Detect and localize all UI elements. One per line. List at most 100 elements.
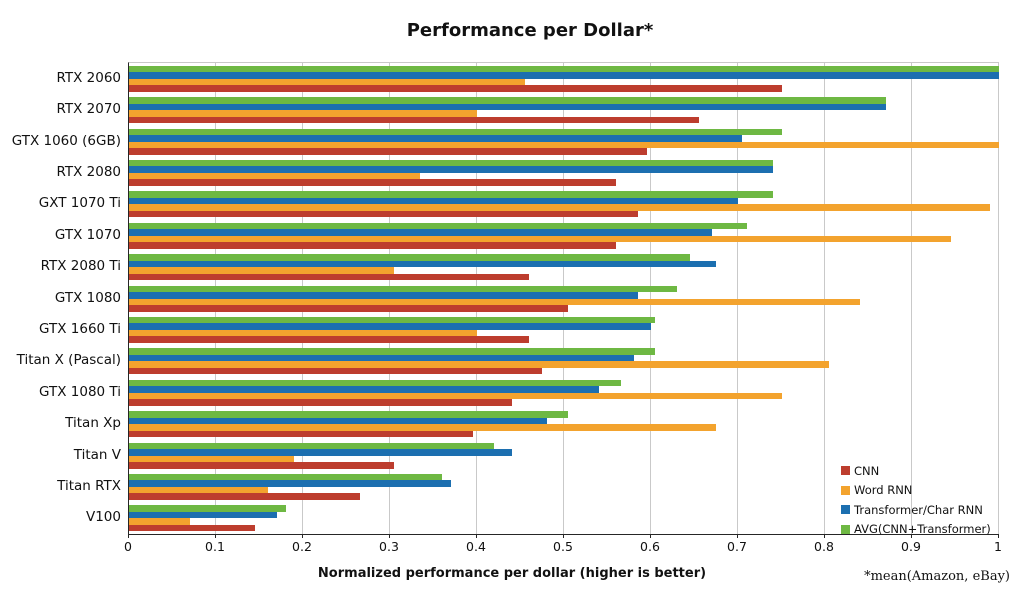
bar bbox=[129, 197, 738, 205]
bar bbox=[129, 480, 451, 487]
bar bbox=[129, 97, 886, 104]
x-tick-label: 0.6 bbox=[640, 539, 660, 554]
bar bbox=[129, 148, 647, 155]
x-tick-label: 0.8 bbox=[814, 539, 834, 554]
y-axis-label: Titan V bbox=[73, 446, 121, 463]
bar bbox=[129, 103, 886, 111]
bar bbox=[129, 486, 269, 494]
bar bbox=[129, 267, 395, 274]
y-axis-label: Titan RTX bbox=[57, 477, 121, 494]
bar bbox=[129, 473, 443, 481]
bar bbox=[129, 348, 656, 355]
y-axis-label: GTX 1080 Ti bbox=[39, 383, 121, 400]
bar bbox=[129, 329, 477, 337]
x-tick-label: 0.7 bbox=[727, 539, 747, 554]
bar bbox=[129, 242, 617, 249]
x-tick-mark bbox=[650, 534, 651, 538]
legend-swatch bbox=[841, 524, 850, 534]
bar bbox=[129, 493, 360, 500]
bar bbox=[129, 399, 512, 406]
bar bbox=[129, 78, 525, 86]
bar bbox=[129, 116, 699, 124]
bar bbox=[129, 316, 656, 324]
y-axis-label: Titan Xp bbox=[65, 415, 121, 432]
x-tick-mark bbox=[476, 534, 477, 538]
x-tick-mark bbox=[824, 534, 825, 538]
bar bbox=[129, 210, 638, 218]
legend-swatch bbox=[841, 485, 850, 495]
grid-line bbox=[998, 63, 999, 534]
bar bbox=[129, 524, 256, 532]
y-axis-label: RTX 2060 bbox=[56, 69, 121, 86]
y-axis-label: RTX 2070 bbox=[56, 101, 121, 118]
legend: CNN Word RNN Transformer/Char RNN AVG(CNN+T… bbox=[841, 461, 991, 539]
bar bbox=[129, 336, 530, 343]
bar bbox=[129, 367, 543, 375]
bar bbox=[129, 222, 747, 230]
bar bbox=[129, 449, 512, 456]
legend-swatch bbox=[841, 466, 850, 476]
bar bbox=[129, 411, 569, 418]
bar bbox=[129, 72, 999, 79]
bar bbox=[129, 141, 999, 148]
y-axis-label: GTX 1660 Ti bbox=[39, 320, 121, 337]
bar bbox=[129, 430, 473, 438]
x-tick-label: 0.2 bbox=[292, 539, 312, 554]
x-tick-mark bbox=[389, 534, 390, 538]
chart-title: Performance per Dollar* bbox=[406, 20, 654, 41]
bar bbox=[129, 379, 621, 387]
x-tick-mark bbox=[998, 534, 999, 538]
x-tick-mark bbox=[563, 534, 564, 538]
legend-label: Word RNN bbox=[854, 483, 913, 498]
x-tick-label: 0.3 bbox=[379, 539, 399, 554]
y-axis-label: GTX 1070 bbox=[54, 226, 121, 243]
grid-line bbox=[911, 63, 912, 534]
bar bbox=[129, 386, 599, 393]
y-axis-label: GTX 1080 bbox=[54, 289, 121, 306]
x-axis-label: Normalized performance per dollar (highe… bbox=[317, 566, 707, 581]
bar bbox=[129, 417, 547, 425]
bar bbox=[129, 85, 782, 92]
bar bbox=[129, 135, 743, 142]
bar bbox=[129, 292, 638, 299]
x-tick-mark bbox=[737, 534, 738, 538]
bar bbox=[129, 65, 999, 73]
x-tick-label: 0.1 bbox=[205, 539, 225, 554]
legend-label: Transformer/Char RNN bbox=[854, 502, 983, 517]
bar bbox=[129, 260, 717, 268]
bar bbox=[129, 110, 477, 117]
bar bbox=[129, 254, 691, 261]
bar bbox=[129, 361, 830, 368]
legend-item: AVG(CNN+Transformer) bbox=[841, 520, 991, 540]
y-axis-label: V100 bbox=[85, 509, 121, 526]
bar bbox=[129, 424, 717, 431]
legend-label: CNN bbox=[854, 463, 880, 478]
x-tick-mark bbox=[215, 534, 216, 538]
bar bbox=[129, 392, 782, 400]
x-tick-mark bbox=[128, 534, 129, 538]
bar bbox=[129, 462, 395, 469]
y-axis-label: GXT 1070 Ti bbox=[38, 195, 121, 212]
bar bbox=[129, 128, 782, 135]
bar bbox=[129, 354, 634, 362]
bar bbox=[129, 179, 617, 186]
y-axis-label: RTX 2080 bbox=[56, 163, 121, 180]
bar bbox=[129, 159, 773, 167]
chart-footnote: *mean(Amazon, eBay) bbox=[864, 569, 1010, 584]
bar bbox=[129, 235, 952, 243]
x-tick-label: 0.5 bbox=[553, 539, 573, 554]
bar bbox=[129, 166, 773, 173]
bar bbox=[129, 442, 495, 449]
bar bbox=[129, 518, 190, 525]
bar bbox=[129, 305, 569, 312]
bar bbox=[129, 273, 530, 281]
x-tick-label: 1 bbox=[994, 539, 1002, 554]
bar bbox=[129, 229, 712, 236]
plot-area bbox=[128, 62, 999, 535]
y-axis-label: RTX 2080 Ti bbox=[40, 258, 121, 275]
bar bbox=[129, 285, 678, 292]
x-tick-mark bbox=[302, 534, 303, 538]
bar bbox=[129, 511, 277, 519]
y-axis-label: GTX 1060 (6GB) bbox=[11, 132, 121, 149]
